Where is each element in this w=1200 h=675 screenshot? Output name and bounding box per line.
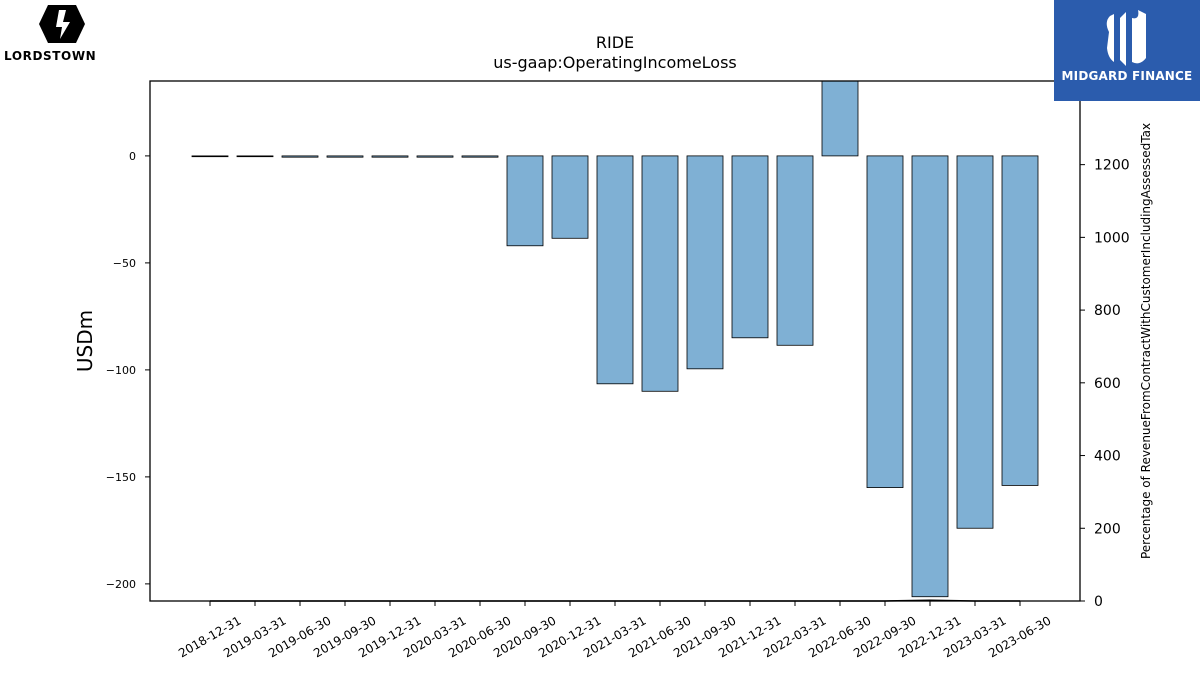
bar-2019-09-30	[326, 155, 364, 158]
lordstown-bolt-icon	[39, 5, 85, 43]
right-y-axis: 0 200 400 600 800 1000 1200	[1080, 158, 1130, 610]
midgard-finance-logo: MIDGARD FINANCE	[1054, 0, 1200, 101]
y-tick-label: 0	[129, 150, 136, 163]
y-axis-label: USDm	[73, 310, 97, 372]
bar-2019-12-31	[371, 155, 409, 158]
left-y-axis: 0 −50 −100 −150 −200	[106, 150, 150, 591]
bar-2020-09-30	[506, 155, 544, 247]
bar-2021-09-30	[686, 155, 724, 370]
bar-2019-06-30	[281, 155, 319, 158]
y2-tick-label: 1200	[1094, 158, 1130, 174]
bar-2020-12-31	[551, 155, 589, 239]
bar-2019-03-31	[236, 155, 274, 158]
bar-group	[191, 81, 1039, 598]
bar-2023-03-31	[956, 155, 994, 529]
chart-title: RIDE	[596, 33, 634, 52]
lordstown-wordmark: LORDSTOWN	[4, 49, 97, 63]
midgard-wordmark: MIDGARD FINANCE	[1061, 69, 1193, 83]
y2-tick-label: 0	[1094, 594, 1103, 610]
bar-2021-12-31	[731, 155, 769, 339]
x-axis: 2018-12-312019-03-312019-06-302019-09-30…	[176, 601, 1054, 660]
bar-2020-03-31	[416, 155, 454, 158]
bar-2022-06-30	[821, 81, 859, 157]
bar-2022-12-31	[911, 155, 949, 598]
y-tick-label: −100	[106, 364, 136, 377]
chart-subtitle: us-gaap:OperatingIncomeLoss	[493, 53, 737, 72]
y2-tick-label: 800	[1094, 303, 1121, 319]
bar-2023-06-30	[1001, 155, 1039, 486]
bar-2021-03-31	[596, 155, 634, 385]
y2-axis-label: Percentage of RevenueFromContractWithCus…	[1139, 123, 1153, 559]
bar-2021-06-30	[641, 155, 679, 392]
midgard-emblem-icon	[1106, 10, 1146, 66]
bar-2022-09-30	[866, 155, 904, 488]
y-tick-label: −150	[106, 471, 136, 484]
bar-2022-03-31	[776, 155, 814, 346]
y2-tick-label: 1000	[1094, 230, 1130, 246]
y2-tick-label: 200	[1094, 521, 1121, 537]
y-tick-label: −200	[106, 578, 136, 591]
y2-tick-label: 400	[1094, 449, 1121, 465]
bar-2020-06-30	[461, 155, 499, 158]
y-tick-label: −50	[113, 257, 136, 270]
lordstown-logo: LORDSTOWN	[0, 0, 125, 70]
y2-tick-label: 600	[1094, 376, 1121, 392]
bar-2018-12-31	[191, 155, 229, 158]
